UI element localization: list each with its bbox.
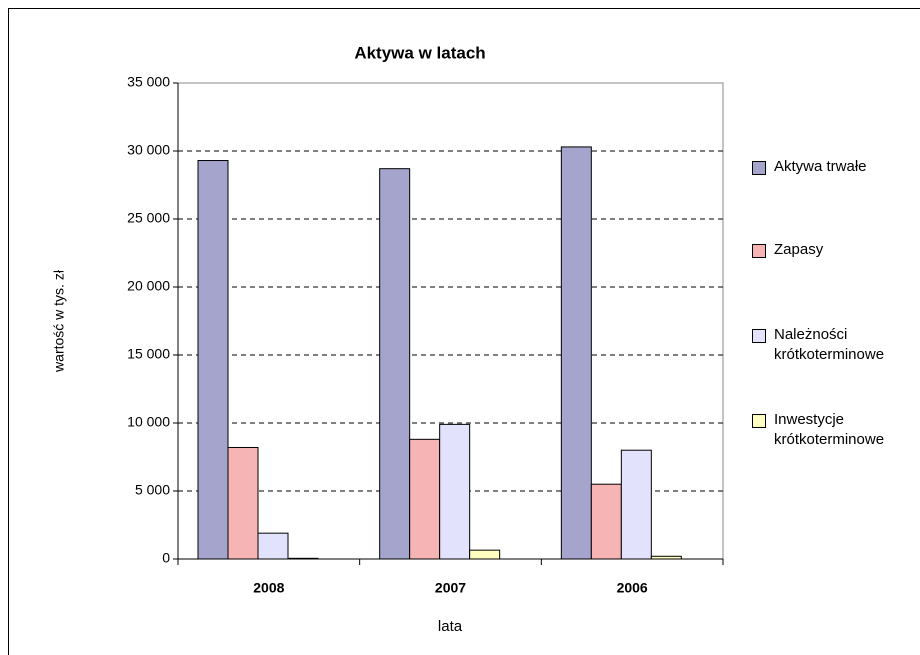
bar xyxy=(379,168,411,560)
bar xyxy=(227,446,259,560)
x-axis-label: lata xyxy=(438,618,463,635)
x-tick-label: 2007 xyxy=(435,580,466,596)
bar xyxy=(257,532,289,560)
bar xyxy=(650,555,682,560)
legend-swatch xyxy=(752,244,766,258)
y-tick-label: 0 xyxy=(162,550,170,566)
legend-label: Aktywa trwałe xyxy=(774,158,867,175)
bar xyxy=(560,146,592,560)
bar xyxy=(409,438,441,560)
legend-label: Należności krótkoterminowe xyxy=(774,326,885,363)
y-axis-label: wartość w tys. zł xyxy=(51,269,67,373)
legend-swatch xyxy=(752,329,766,343)
bar xyxy=(620,449,652,560)
legend-label: Inwestycje krótkoterminowe xyxy=(774,411,885,448)
x-tick-label: 2008 xyxy=(253,580,284,596)
y-tick-label: 10 000 xyxy=(127,414,170,430)
y-tick-label: 25 000 xyxy=(127,210,170,226)
x-tick-label: 2006 xyxy=(617,580,648,596)
y-tick-label: 35 000 xyxy=(127,74,170,90)
chart-title: Aktywa w latach xyxy=(354,43,485,62)
bar xyxy=(439,423,471,560)
bar xyxy=(197,160,229,560)
y-tick-label: 30 000 xyxy=(127,142,170,158)
y-tick-label: 15 000 xyxy=(127,346,170,362)
bar xyxy=(287,557,319,560)
legend-swatch xyxy=(752,161,766,175)
legend-label: Zapasy xyxy=(774,241,824,258)
bar xyxy=(469,549,501,560)
y-tick-label: 5 000 xyxy=(135,482,170,498)
bar xyxy=(590,483,622,560)
legend-swatch xyxy=(752,414,766,428)
y-tick-label: 20 000 xyxy=(127,278,170,294)
